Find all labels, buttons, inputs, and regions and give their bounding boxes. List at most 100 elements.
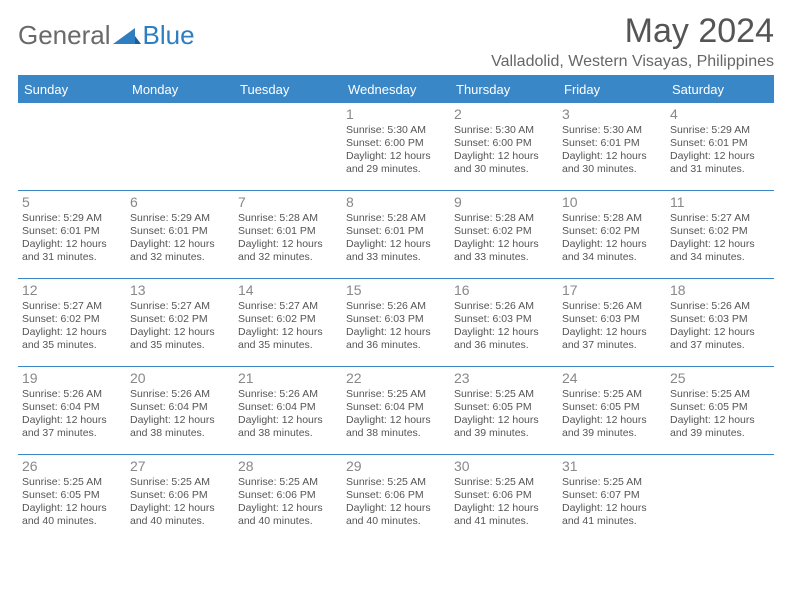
day-number: 12 — [22, 282, 122, 298]
logo: General Blue — [18, 12, 195, 51]
day-info: Sunrise: 5:29 AMSunset: 6:01 PMDaylight:… — [22, 212, 122, 265]
weekday-header: Saturday — [666, 76, 774, 103]
day-info: Sunrise: 5:26 AMSunset: 6:04 PMDaylight:… — [22, 388, 122, 441]
day-number: 19 — [22, 370, 122, 386]
calendar-cell: 22 Sunrise: 5:25 AMSunset: 6:04 PMDayligh… — [342, 367, 450, 455]
calendar-cell: 17 Sunrise: 5:26 AMSunset: 6:03 PMDayligh… — [558, 279, 666, 367]
calendar-cell: 28Sunrise: 5:25 AMSunset: 6:06 PMDayligh… — [234, 455, 342, 539]
day-number: 9 — [454, 194, 554, 210]
calendar-cell: 10 Sunrise: 5:28 AMSunset: 6:02 PMDayligh… — [558, 191, 666, 279]
day-info: Sunrise: 5:29 AMSunset: 6:01 PMDaylight:… — [670, 124, 770, 177]
day-info: Sunrise: 5:25 AMSunset: 6:06 PMDaylight:… — [130, 476, 230, 529]
calendar-cell: 1 Sunrise: 5:30 AMSunset: 6:00 PMDaylight… — [342, 103, 450, 191]
day-info: Sunrise: 5:25 AMSunset: 6:04 PMDaylight:… — [346, 388, 446, 441]
day-info: Sunrise: 5:30 AMSunset: 6:01 PMDaylight:… — [562, 124, 662, 177]
day-number: 11 — [670, 194, 770, 210]
weekday-header: Monday — [126, 76, 234, 103]
calendar-cell: 25 Sunrise: 5:25 AMSunset: 6:05 PMDayligh… — [666, 367, 774, 455]
day-info: Sunrise: 5:26 AMSunset: 6:03 PMDaylight:… — [670, 300, 770, 353]
calendar-cell: 13 Sunrise: 5:27 AMSunset: 6:02 PMDayligh… — [126, 279, 234, 367]
day-number: 30 — [454, 458, 554, 474]
calendar-cell: 29Sunrise: 5:25 AMSunset: 6:06 PMDayligh… — [342, 455, 450, 539]
day-number: 24 — [562, 370, 662, 386]
day-number: 29 — [346, 458, 446, 474]
weekday-header-row: SundayMondayTuesdayWednesdayThursdayFrid… — [18, 76, 774, 103]
day-info: Sunrise: 5:25 AMSunset: 6:07 PMDaylight:… — [562, 476, 662, 529]
calendar-cell: 3 Sunrise: 5:30 AMSunset: 6:01 PMDaylight… — [558, 103, 666, 191]
logo-text-blue: Blue — [143, 20, 195, 51]
calendar-cell: 7 Sunrise: 5:28 AMSunset: 6:01 PMDaylight… — [234, 191, 342, 279]
day-info: Sunrise: 5:26 AMSunset: 6:03 PMDaylight:… — [562, 300, 662, 353]
header: General Blue May 2024 Valladolid, Wester… — [18, 12, 774, 71]
day-number: 15 — [346, 282, 446, 298]
calendar-row: 1 Sunrise: 5:30 AMSunset: 6:00 PMDaylight… — [18, 103, 774, 191]
calendar-table: SundayMondayTuesdayWednesdayThursdayFrid… — [18, 75, 774, 539]
title-block: May 2024 Valladolid, Western Visayas, Ph… — [491, 12, 774, 71]
day-info: Sunrise: 5:26 AMSunset: 6:03 PMDaylight:… — [346, 300, 446, 353]
weekday-header: Tuesday — [234, 76, 342, 103]
weekday-header: Wednesday — [342, 76, 450, 103]
location-text: Valladolid, Western Visayas, Philippines — [491, 53, 774, 71]
calendar-cell: 9 Sunrise: 5:28 AMSunset: 6:02 PMDaylight… — [450, 191, 558, 279]
calendar-cell: 19 Sunrise: 5:26 AMSunset: 6:04 PMDayligh… — [18, 367, 126, 455]
calendar-cell: 24 Sunrise: 5:25 AMSunset: 6:05 PMDayligh… — [558, 367, 666, 455]
day-info: Sunrise: 5:27 AMSunset: 6:02 PMDaylight:… — [238, 300, 338, 353]
day-number: 17 — [562, 282, 662, 298]
day-number: 26 — [22, 458, 122, 474]
calendar-cell-empty — [126, 103, 234, 191]
day-number: 3 — [562, 106, 662, 122]
calendar-cell: 21 Sunrise: 5:26 AMSunset: 6:04 PMDayligh… — [234, 367, 342, 455]
day-info: Sunrise: 5:25 AMSunset: 6:05 PMDaylight:… — [670, 388, 770, 441]
day-number: 4 — [670, 106, 770, 122]
day-info: Sunrise: 5:28 AMSunset: 6:02 PMDaylight:… — [562, 212, 662, 265]
day-info: Sunrise: 5:28 AMSunset: 6:01 PMDaylight:… — [238, 212, 338, 265]
day-number: 22 — [346, 370, 446, 386]
day-info: Sunrise: 5:28 AMSunset: 6:02 PMDaylight:… — [454, 212, 554, 265]
calendar-body: 1 Sunrise: 5:30 AMSunset: 6:00 PMDaylight… — [18, 103, 774, 539]
logo-triangle-icon — [113, 26, 141, 46]
day-number: 2 — [454, 106, 554, 122]
day-number: 7 — [238, 194, 338, 210]
day-number: 13 — [130, 282, 230, 298]
day-number: 23 — [454, 370, 554, 386]
day-number: 25 — [670, 370, 770, 386]
day-info: Sunrise: 5:25 AMSunset: 6:05 PMDaylight:… — [562, 388, 662, 441]
day-number: 5 — [22, 194, 122, 210]
calendar-row: 12 Sunrise: 5:27 AMSunset: 6:02 PMDayligh… — [18, 279, 774, 367]
calendar-cell: 18Sunrise: 5:26 AMSunset: 6:03 PMDayligh… — [666, 279, 774, 367]
day-info: Sunrise: 5:27 AMSunset: 6:02 PMDaylight:… — [130, 300, 230, 353]
day-info: Sunrise: 5:25 AMSunset: 6:05 PMDaylight:… — [454, 388, 554, 441]
logo-text-general: General — [18, 20, 111, 51]
day-info: Sunrise: 5:25 AMSunset: 6:05 PMDaylight:… — [22, 476, 122, 529]
day-number: 27 — [130, 458, 230, 474]
calendar-cell: 26 Sunrise: 5:25 AMSunset: 6:05 PMDayligh… — [18, 455, 126, 539]
calendar-cell: 5 Sunrise: 5:29 AMSunset: 6:01 PMDaylight… — [18, 191, 126, 279]
calendar-cell: 23 Sunrise: 5:25 AMSunset: 6:05 PMDayligh… — [450, 367, 558, 455]
day-number: 8 — [346, 194, 446, 210]
day-info: Sunrise: 5:26 AMSunset: 6:04 PMDaylight:… — [238, 388, 338, 441]
day-number: 6 — [130, 194, 230, 210]
calendar-cell: 14Sunrise: 5:27 AMSunset: 6:02 PMDayligh… — [234, 279, 342, 367]
day-number: 16 — [454, 282, 554, 298]
calendar-cell: 20Sunrise: 5:26 AMSunset: 6:04 PMDayligh… — [126, 367, 234, 455]
calendar-cell-empty — [234, 103, 342, 191]
day-info: Sunrise: 5:30 AMSunset: 6:00 PMDaylight:… — [346, 124, 446, 177]
day-info: Sunrise: 5:25 AMSunset: 6:06 PMDaylight:… — [238, 476, 338, 529]
day-number: 21 — [238, 370, 338, 386]
weekday-header: Sunday — [18, 76, 126, 103]
calendar-cell: 12 Sunrise: 5:27 AMSunset: 6:02 PMDayligh… — [18, 279, 126, 367]
calendar-cell: 8Sunrise: 5:28 AMSunset: 6:01 PMDaylight… — [342, 191, 450, 279]
day-number: 20 — [130, 370, 230, 386]
calendar-cell: 6 Sunrise: 5:29 AMSunset: 6:01 PMDaylight… — [126, 191, 234, 279]
day-info: Sunrise: 5:27 AMSunset: 6:02 PMDaylight:… — [22, 300, 122, 353]
calendar-cell: 4 Sunrise: 5:29 AMSunset: 6:01 PMDaylight… — [666, 103, 774, 191]
calendar-cell: 31Sunrise: 5:25 AMSunset: 6:07 PMDayligh… — [558, 455, 666, 539]
calendar-row: 26 Sunrise: 5:25 AMSunset: 6:05 PMDayligh… — [18, 455, 774, 539]
weekday-header: Thursday — [450, 76, 558, 103]
calendar-cell: 15 Sunrise: 5:26 AMSunset: 6:03 PMDayligh… — [342, 279, 450, 367]
day-info: Sunrise: 5:29 AMSunset: 6:01 PMDaylight:… — [130, 212, 230, 265]
calendar-cell: 11Sunrise: 5:27 AMSunset: 6:02 PMDayligh… — [666, 191, 774, 279]
month-title: May 2024 — [491, 12, 774, 51]
day-number: 1 — [346, 106, 446, 122]
day-number: 10 — [562, 194, 662, 210]
